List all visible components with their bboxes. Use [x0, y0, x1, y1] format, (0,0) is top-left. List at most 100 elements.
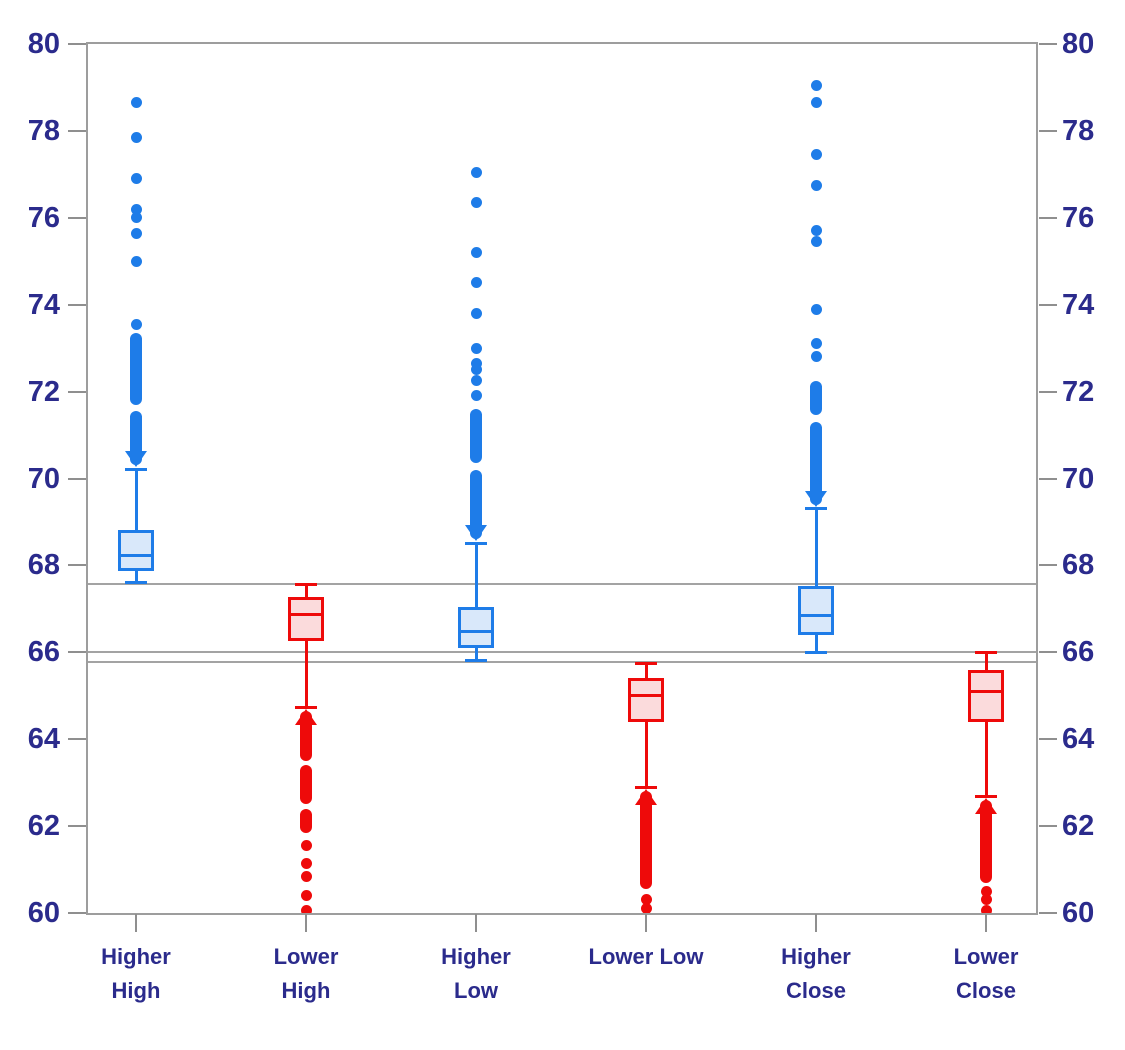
whisker-higher-high: [134, 469, 138, 583]
y-tick-left: [68, 738, 86, 741]
y-tick-label-right: 78: [1062, 114, 1095, 147]
y-tick-label-right: 76: [1062, 201, 1095, 234]
outlier-dot: [810, 351, 822, 363]
y-tick-right: [1039, 43, 1057, 45]
outlier-taper-lower-close: [975, 798, 997, 815]
whisker-cap-higher-close: [805, 650, 827, 654]
outlier-dot: [810, 97, 822, 109]
whisker-cap-higher-high: [125, 581, 147, 585]
whisker-cap-higher-high: [125, 468, 147, 472]
y-tick-label-right: 68: [1062, 549, 1095, 582]
box-lower-low: [628, 678, 664, 722]
y-tick-left: [68, 43, 86, 45]
outlier-dot: [470, 364, 482, 376]
y-tick-left: [68, 564, 86, 567]
outlier-dot: [130, 173, 142, 185]
y-tick-label-left: 62: [27, 810, 60, 843]
x-tick: [135, 914, 137, 932]
y-tick-label-left: 76: [27, 201, 60, 234]
y-tick-label-left: 72: [27, 375, 60, 408]
y-tick-label-left: 64: [27, 723, 60, 756]
outlier-dot: [300, 870, 312, 882]
reference-line: [88, 651, 1036, 654]
outlier-dot: [130, 227, 142, 239]
whisker-cap-higher-low: [465, 659, 487, 663]
y-tick-label-left: 74: [27, 288, 60, 321]
outlier-dot: [980, 885, 992, 897]
y-tick-left: [68, 825, 86, 828]
y-tick-label-right: 74: [1062, 288, 1095, 321]
whisker-cap-lower-high: [295, 583, 317, 587]
y-tick-right: [1039, 216, 1057, 219]
whisker-higher-low: [474, 543, 478, 661]
whisker-cap-lower-low: [635, 786, 657, 790]
y-tick-left: [68, 912, 86, 914]
x-category-label-line: High: [111, 978, 161, 1003]
whisker-lower-high: [304, 584, 308, 708]
outlier-dot: [810, 303, 822, 315]
y-tick-label-right: 66: [1062, 636, 1095, 669]
plot-area: [86, 42, 1038, 915]
x-category-label-line: Lower Low: [588, 944, 704, 969]
y-tick-right: [1039, 129, 1057, 132]
y-tick-right: [1039, 738, 1057, 741]
x-category-label-line: Low: [454, 978, 498, 1003]
outlier-dot: [130, 318, 142, 330]
outlier-dot: [470, 277, 482, 289]
x-tick: [985, 914, 987, 932]
outlier-dot: [470, 375, 482, 387]
y-tick-label-left: 68: [27, 549, 60, 582]
outlier-dense-lower-high: [300, 765, 312, 805]
whisker-cap-higher-low: [465, 542, 487, 546]
box-lower-close: [968, 669, 1004, 722]
y-tick-right: [1039, 477, 1057, 480]
x-category-label-line: Higher: [441, 944, 511, 969]
reference-line: [88, 583, 1036, 586]
median-higher-close: [798, 614, 834, 618]
y-tick-label-left: 66: [27, 636, 60, 669]
outlier-dot: [470, 342, 482, 354]
y-tick-left: [68, 216, 86, 219]
whisker-cap-lower-close: [975, 795, 997, 799]
outlier-dot: [810, 79, 822, 91]
whisker-lower-close: [984, 652, 988, 797]
y-tick-label-left: 60: [27, 897, 60, 929]
outlier-dot: [470, 247, 482, 259]
outlier-dot: [130, 212, 142, 224]
y-tick-left: [68, 390, 86, 393]
whisker-cap-lower-high: [295, 706, 317, 710]
y-tick-label-left: 78: [27, 114, 60, 147]
x-category-label-lower-low: Lower Low: [556, 940, 736, 974]
outlier-taper-higher-close: [805, 490, 827, 507]
y-tick-label-right: 64: [1062, 723, 1095, 756]
outlier-dense-lower-close: [980, 800, 992, 883]
outlier-dot: [470, 390, 482, 402]
outlier-taper-lower-low: [635, 789, 657, 806]
outlier-dot: [640, 894, 652, 906]
outlier-dot: [130, 131, 142, 143]
outlier-taper-higher-low: [465, 525, 487, 542]
outlier-dot: [640, 903, 652, 913]
x-category-label-lower-high: Lower High: [216, 940, 396, 1008]
outlier-dense-lower-low: [640, 791, 652, 890]
y-tick-right: [1039, 912, 1057, 914]
outlier-dense-higher-low: [470, 469, 482, 540]
outlier-dot: [810, 338, 822, 350]
x-tick: [815, 914, 817, 932]
outlier-dot: [810, 149, 822, 161]
outlier-dot: [300, 857, 312, 869]
whisker-higher-close: [814, 508, 818, 653]
outlier-dot: [470, 166, 482, 178]
outlier-dense-higher-high: [130, 332, 142, 405]
median-higher-high: [118, 554, 154, 558]
outlier-dot: [300, 905, 312, 913]
x-category-label-higher-low: Higher Low: [386, 940, 566, 1008]
median-higher-low: [458, 630, 494, 634]
reference-line: [88, 661, 1036, 664]
y-tick-right: [1039, 564, 1057, 567]
x-category-label-line: Lower: [273, 944, 339, 969]
y-tick-label-right: 60: [1062, 897, 1095, 929]
x-category-label-lower-close: Lower Close: [896, 940, 1076, 1008]
y-tick-label-left: 80: [27, 28, 60, 60]
